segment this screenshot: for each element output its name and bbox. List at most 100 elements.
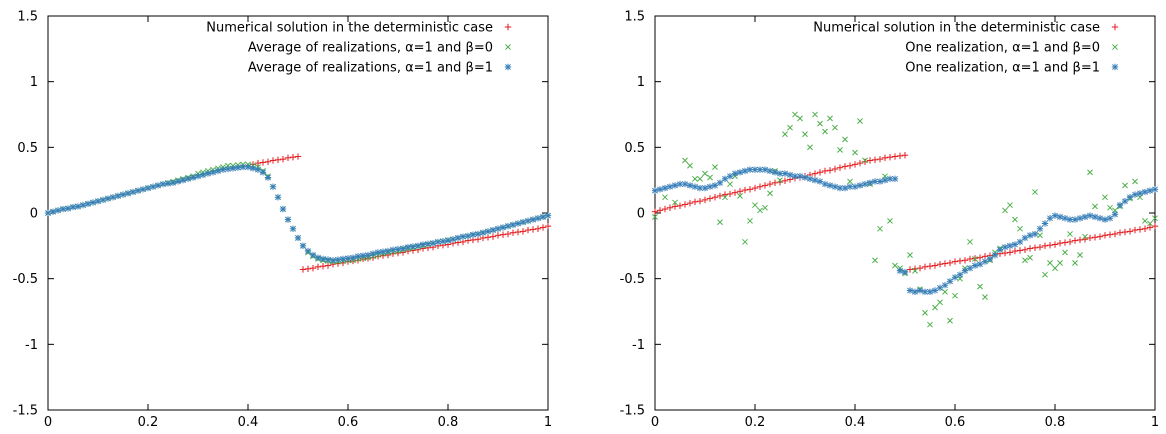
data-point <box>747 218 752 223</box>
data-point <box>962 257 968 263</box>
data-point <box>1107 205 1112 210</box>
data-point <box>360 252 366 258</box>
data-point <box>1132 227 1138 233</box>
data-point <box>767 191 772 196</box>
data-point <box>872 258 877 263</box>
data-point <box>275 194 281 200</box>
x-tick-label: 0.4 <box>845 415 866 430</box>
data-point <box>757 184 763 190</box>
data-point <box>530 216 536 222</box>
data-point <box>1032 231 1038 237</box>
data-point <box>90 199 96 205</box>
data-point <box>667 205 673 211</box>
data-point <box>315 254 321 260</box>
legend-label: Numerical solution in the deterministic … <box>206 21 493 36</box>
legend-marker <box>505 44 510 49</box>
data-point <box>787 172 793 178</box>
data-point <box>130 189 136 195</box>
data-point <box>1012 248 1018 254</box>
data-point <box>290 154 296 160</box>
data-point <box>757 208 762 213</box>
data-point <box>1112 231 1118 237</box>
data-point <box>1132 191 1138 197</box>
data-point <box>717 180 723 186</box>
series-1 <box>250 153 551 272</box>
data-point <box>867 180 873 186</box>
legend-marker <box>1112 44 1117 49</box>
data-point <box>80 202 86 208</box>
data-point <box>1092 204 1097 209</box>
data-point <box>470 231 476 237</box>
data-point <box>440 238 446 244</box>
data-point <box>987 256 993 262</box>
data-point <box>697 176 702 181</box>
data-point <box>882 155 888 161</box>
data-point <box>400 245 406 251</box>
data-point <box>335 256 341 262</box>
data-point <box>827 167 833 173</box>
data-point <box>265 159 271 165</box>
legend-label: Numerical solution in the deterministic … <box>813 21 1100 36</box>
data-point <box>812 170 818 176</box>
data-point <box>545 223 551 229</box>
data-point <box>190 174 196 180</box>
data-point <box>1107 231 1113 237</box>
data-point <box>697 198 703 204</box>
data-point <box>782 170 788 176</box>
data-point <box>832 125 837 130</box>
data-point <box>505 223 511 229</box>
x-tick-label: 0 <box>651 415 659 430</box>
data-point <box>1067 231 1072 236</box>
data-point <box>827 182 833 188</box>
data-point <box>115 193 121 199</box>
data-point <box>752 185 758 191</box>
data-point <box>535 215 541 221</box>
data-point <box>1007 203 1012 208</box>
data-point <box>120 191 126 197</box>
data-point <box>812 112 817 117</box>
data-point <box>270 157 276 163</box>
data-point <box>927 289 933 295</box>
data-point <box>295 235 301 241</box>
data-point <box>977 254 983 260</box>
y-tick-label: -1 <box>25 338 38 353</box>
data-point <box>847 163 853 169</box>
data-point <box>842 137 847 142</box>
data-point <box>1037 226 1043 232</box>
data-point <box>315 264 321 270</box>
data-point <box>652 208 658 214</box>
data-point <box>345 255 351 261</box>
data-point <box>692 184 698 190</box>
data-point <box>852 161 858 167</box>
data-point <box>525 227 531 233</box>
data-point <box>897 153 903 159</box>
data-point <box>125 190 131 196</box>
data-point <box>210 169 216 175</box>
data-point <box>355 253 361 259</box>
data-point <box>510 230 516 236</box>
data-point <box>1122 198 1128 204</box>
data-point <box>105 195 111 201</box>
data-point <box>495 232 501 238</box>
data-point <box>280 156 286 162</box>
data-point <box>897 268 903 274</box>
data-point <box>832 166 838 172</box>
data-point <box>1092 214 1098 220</box>
data-point <box>1127 228 1133 234</box>
data-point <box>500 224 506 230</box>
data-point <box>807 176 813 182</box>
y-tick-label: 1.5 <box>624 10 645 25</box>
data-point <box>215 168 221 174</box>
data-point <box>952 258 958 264</box>
data-point <box>1017 247 1023 253</box>
data-point <box>50 208 56 214</box>
y-tick-label: -1 <box>632 338 645 353</box>
data-point <box>135 187 141 193</box>
data-point <box>390 247 396 253</box>
data-point <box>772 180 778 186</box>
data-point <box>155 182 161 188</box>
data-point <box>370 251 376 257</box>
data-point <box>475 231 481 237</box>
data-point <box>842 163 848 169</box>
data-point <box>892 176 898 182</box>
